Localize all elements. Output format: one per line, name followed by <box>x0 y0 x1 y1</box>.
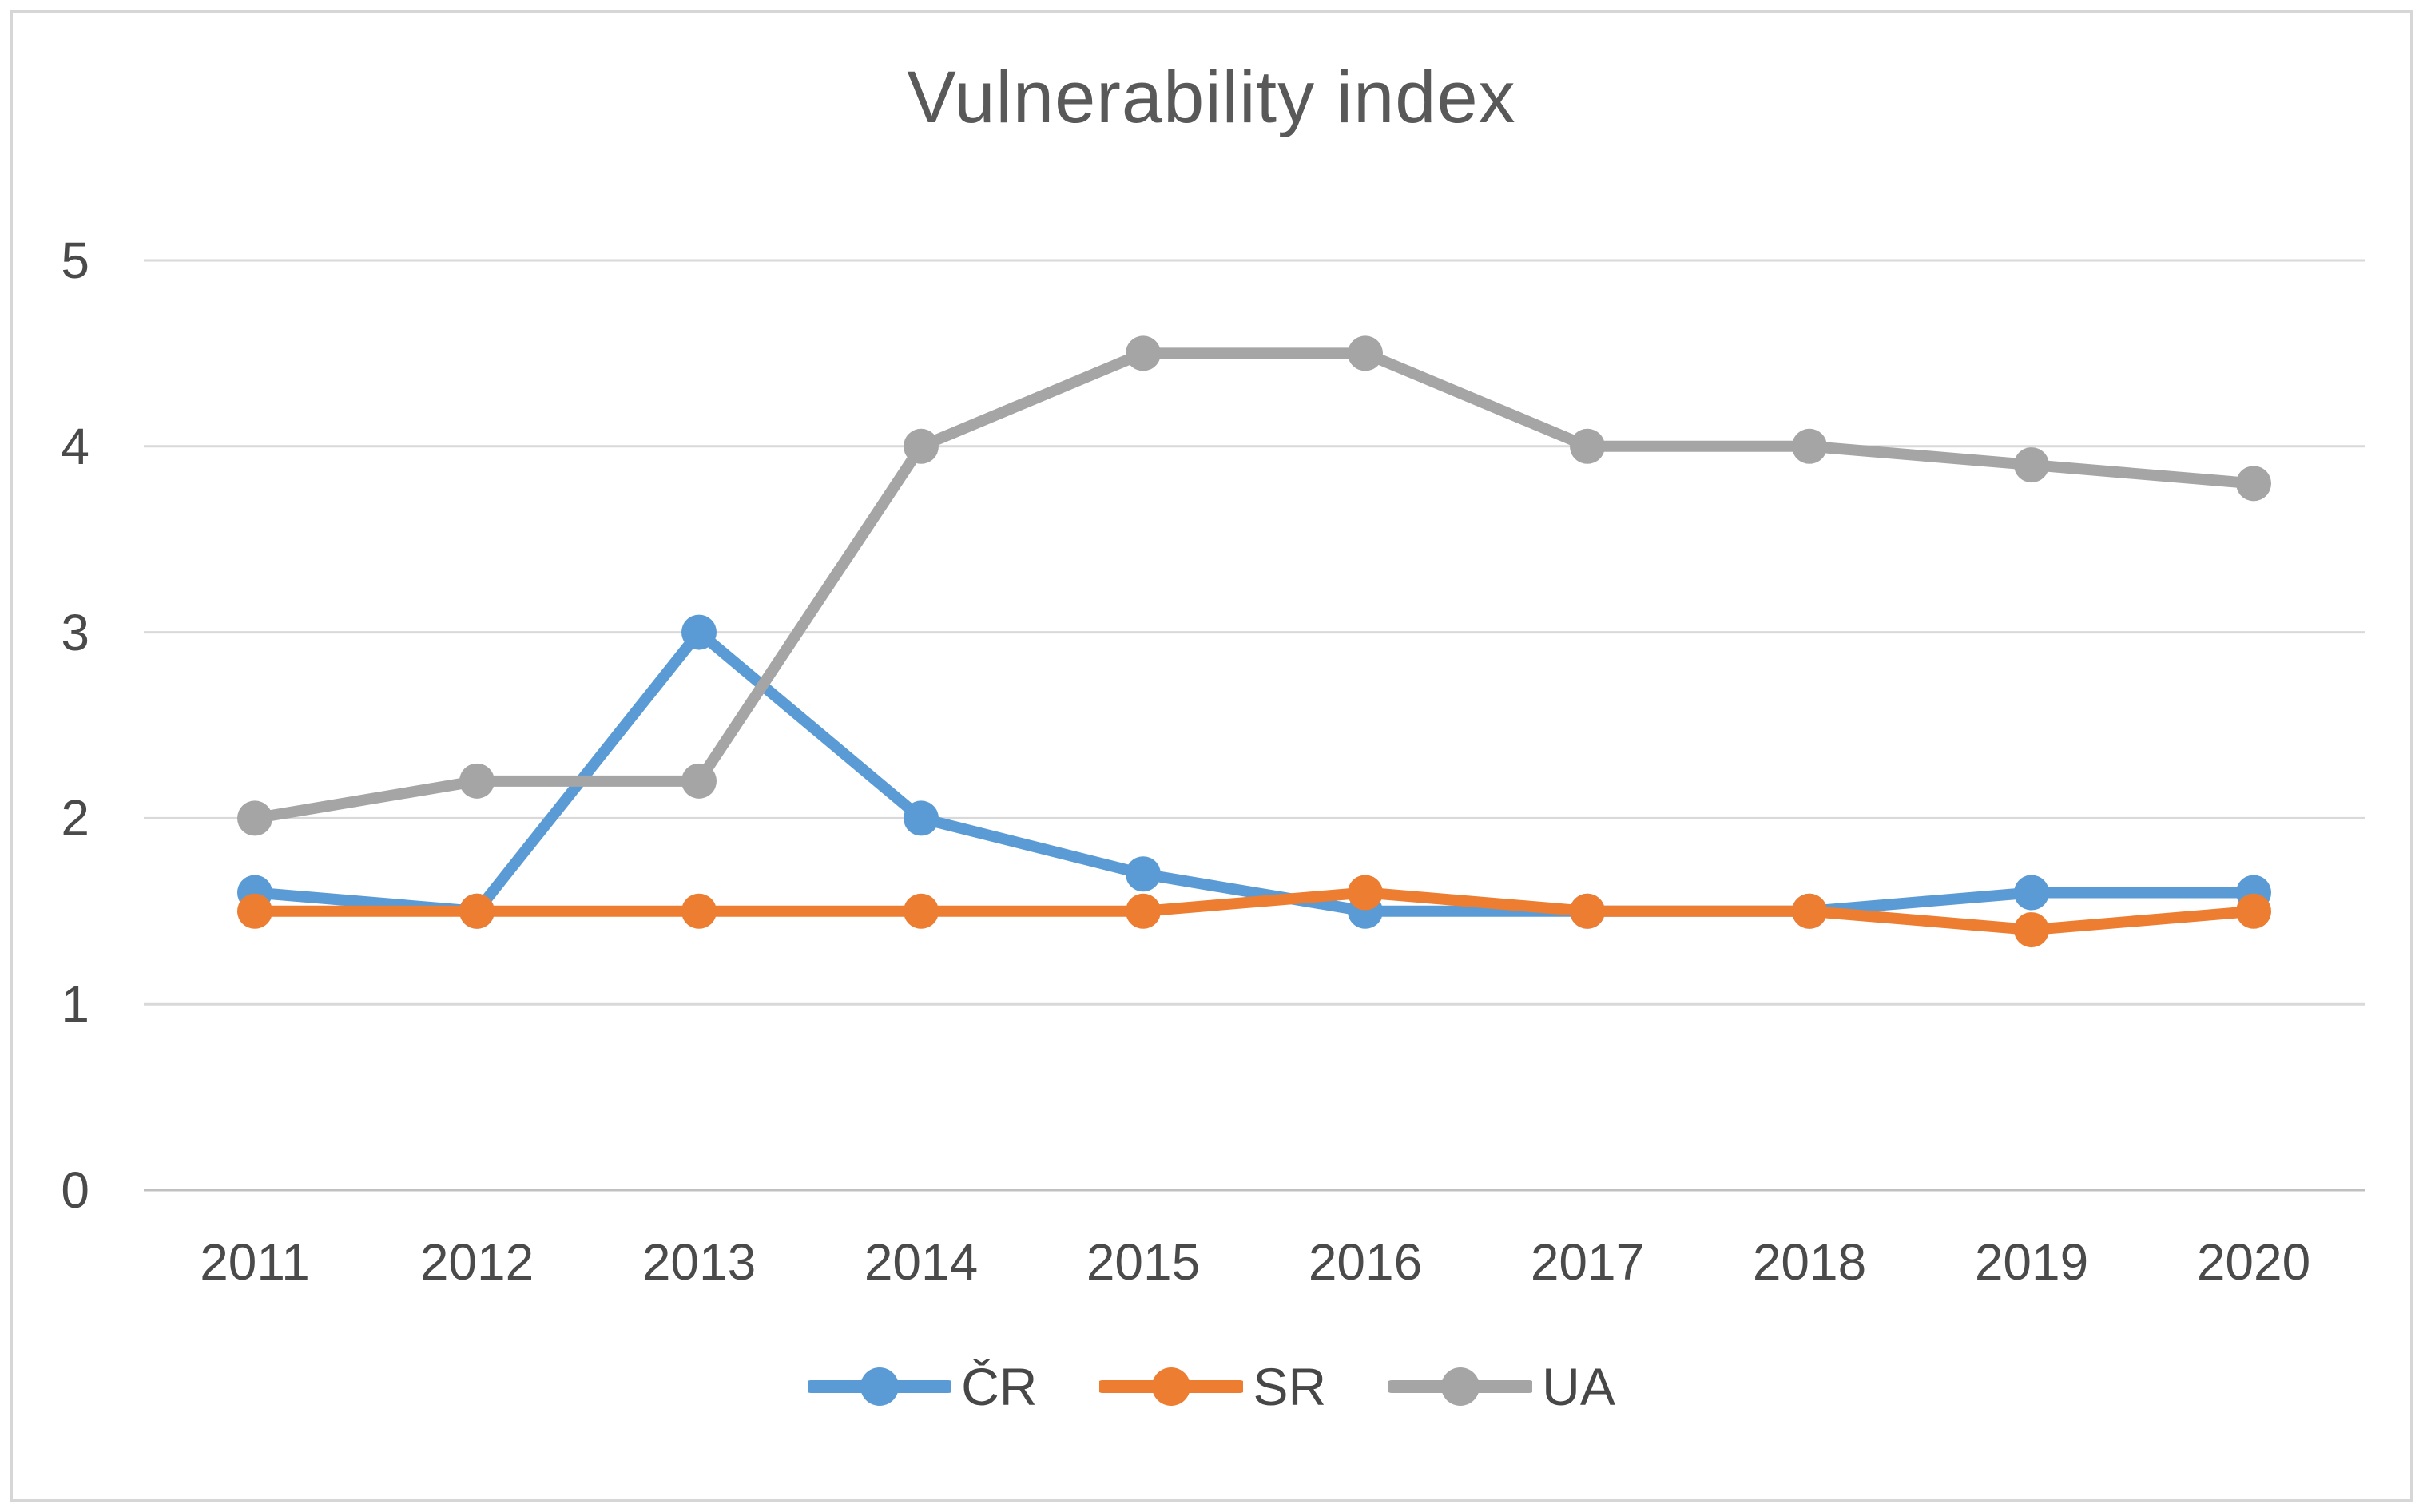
x-tick-label: 2019 <box>1974 1233 2089 1291</box>
series-line-SR <box>249 887 2259 936</box>
legend-item-UA: UA <box>1388 1356 1615 1417</box>
x-tick-label: 2011 <box>200 1233 310 1291</box>
x-tick-label: 2020 <box>2196 1233 2311 1291</box>
data-point-ČR-2013 <box>681 614 717 650</box>
data-point-UA-2011 <box>237 800 272 836</box>
data-point-SR-2017 <box>1570 893 1605 929</box>
y-tick-label: 4 <box>61 417 89 475</box>
data-point-UA-2013 <box>681 763 717 799</box>
y-tick-label: 5 <box>61 232 89 289</box>
chart-title: Vulnerability index <box>907 57 1516 138</box>
data-point-SR-2012 <box>459 893 495 929</box>
legend-marker-icon <box>1388 1367 1533 1406</box>
data-point-SR-2011 <box>237 893 272 929</box>
data-point-SR-2013 <box>681 893 717 929</box>
data-point-UA-2012 <box>459 763 495 799</box>
x-tick-label: 2017 <box>1530 1233 1645 1291</box>
data-point-SR-2016 <box>1348 875 1383 911</box>
data-point-UA-2014 <box>904 428 939 464</box>
data-point-UA-2017 <box>1570 428 1605 464</box>
legend-label: SR <box>1253 1357 1327 1416</box>
x-tick-label: 2018 <box>1752 1233 1867 1291</box>
legend-item-SR: SR <box>1099 1356 1326 1417</box>
data-point-SR-2014 <box>904 893 939 929</box>
data-point-ČR-2015 <box>1126 856 1161 892</box>
data-point-UA-2015 <box>1126 335 1161 371</box>
data-point-SR-2019 <box>2014 912 2049 948</box>
data-point-SR-2020 <box>2236 893 2271 929</box>
y-tick-label: 0 <box>61 1161 89 1219</box>
data-point-SR-2018 <box>1792 893 1827 929</box>
legend-marker-icon <box>1099 1367 1244 1406</box>
data-point-UA-2020 <box>2236 466 2271 502</box>
data-point-UA-2019 <box>2014 447 2049 483</box>
data-point-SR-2015 <box>1126 893 1161 929</box>
legend: ČR SR UA <box>0 1356 2423 1417</box>
x-tick-label: 2016 <box>1308 1233 1423 1291</box>
legend-label: UA <box>1542 1357 1615 1416</box>
legend-marker-icon <box>808 1367 952 1406</box>
y-tick-label: 2 <box>61 789 89 847</box>
data-point-UA-2016 <box>1348 335 1383 371</box>
x-tick-label: 2013 <box>641 1233 757 1291</box>
y-tick-label: 3 <box>61 603 89 661</box>
series-line-UA <box>249 347 2259 824</box>
x-tick-label: 2015 <box>1086 1233 1201 1291</box>
legend-label: ČR <box>961 1357 1038 1416</box>
x-tick-label: 2014 <box>864 1233 979 1291</box>
legend-item-ČR: ČR <box>808 1356 1037 1417</box>
data-point-UA-2018 <box>1792 428 1827 464</box>
y-tick-label: 1 <box>61 975 89 1034</box>
data-point-ČR-2014 <box>904 800 939 836</box>
data-point-ČR-2019 <box>2014 875 2049 911</box>
x-tick-label: 2012 <box>419 1233 534 1291</box>
series-line-ČR <box>249 626 2259 917</box>
